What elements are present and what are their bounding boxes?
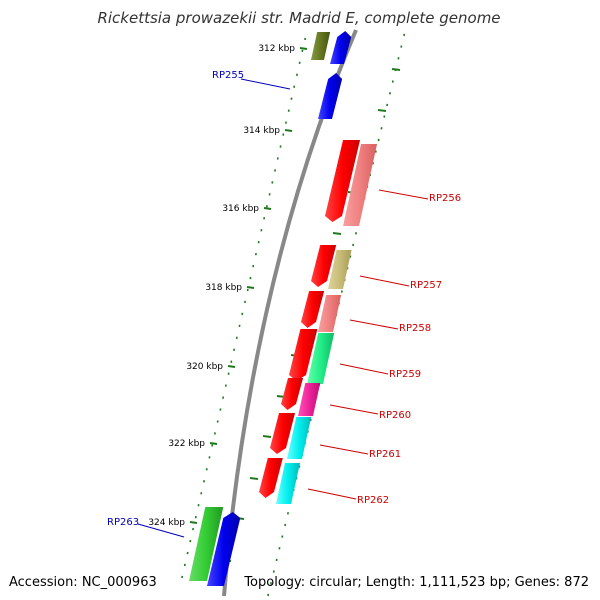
gene-leader-line (319, 444, 369, 455)
gene-label-rp263: RP263 (107, 517, 139, 528)
gene-label-rp256: RP256 (429, 193, 461, 204)
scale-tick (209, 442, 218, 445)
gene-label-rp260: RP260 (379, 410, 411, 421)
scale-tick (299, 47, 308, 50)
gene-feature-rp257 (311, 245, 337, 287)
gene-feature (330, 31, 352, 64)
scale-tick (284, 129, 293, 132)
gene-feature-rp263-partner (207, 512, 241, 586)
gene-label-rp262: RP262 (357, 495, 389, 506)
gene-leader-line (378, 189, 429, 200)
scale-tick-label: 318 kbp (205, 283, 242, 293)
gene-feature-rp258-partner (318, 295, 342, 332)
gene-feature-rp256-partner (343, 144, 378, 226)
gene-feature-rp261 (270, 413, 296, 454)
scale-tick-label: 322 kbp (168, 439, 205, 449)
scale-tick-label: 312 kbp (258, 44, 295, 54)
gene-leader-line (329, 404, 379, 415)
scale-tick-label: 316 kbp (222, 204, 259, 214)
gene-feature (311, 32, 331, 60)
gene-feature-rp262-partner (276, 463, 301, 504)
gene-label-rp255: RP255 (212, 70, 244, 81)
gene-leader-line (240, 78, 291, 90)
gene-leader-line (359, 275, 410, 287)
gene-label-rp261: RP261 (369, 449, 401, 460)
scale-tick-label: 314 kbp (243, 126, 280, 136)
gene-features (189, 31, 378, 586)
genome-summary-text: Topology: circular; Length: 1,111,523 bp… (243, 575, 589, 590)
map-title: Rickettsia prowazekii str. Madrid E, com… (97, 9, 500, 27)
gene-feature-rp260-partner (298, 383, 321, 416)
gene-feature-rp263 (189, 507, 224, 581)
gene-feature-rp256 (325, 140, 361, 222)
gene-labels: RP255 RP256 RP257 RP258 RP259 RP260 RP261 RP262… (107, 70, 461, 538)
gene-leader-line (339, 363, 389, 375)
scale-tick (227, 365, 236, 368)
gene-leader-line (137, 523, 185, 538)
accession-text: Accession: NC_000963 (9, 575, 157, 590)
gene-label-rp258: RP258 (399, 323, 431, 334)
gene-feature-rp259 (289, 329, 318, 381)
gene-feature-rp257-partner (328, 250, 352, 289)
scale-tick (189, 521, 198, 524)
scale-tick (246, 286, 255, 289)
gene-feature-rp255 (318, 73, 343, 119)
outer-ring-dash (249, 477, 259, 480)
scale-tick (263, 207, 272, 210)
outer-ring-dash (377, 109, 387, 112)
outer-ring-dash (262, 435, 272, 438)
outer-ring-dash (332, 232, 342, 235)
gene-label-rp259: RP259 (389, 369, 421, 380)
gene-feature-rp259-partner (307, 333, 335, 384)
gene-leader-line (349, 319, 399, 330)
gene-leader-line (307, 488, 357, 500)
gene-feature-rp260 (281, 378, 304, 410)
gene-label-rp257: RP257 (410, 280, 442, 291)
gene-feature-rp262 (259, 458, 283, 498)
scale-tick-label: 320 kbp (186, 362, 223, 372)
scale-tick-label: 324 kbp (148, 518, 185, 528)
gene-feature-rp261-partner (287, 417, 312, 459)
gene-feature-rp258 (301, 291, 325, 328)
outer-ring-dash (391, 68, 401, 71)
scale-ticks: 312 kbp 314 kbp 316 kbp 318 kbp 320 kbp 322 k… (148, 44, 308, 528)
